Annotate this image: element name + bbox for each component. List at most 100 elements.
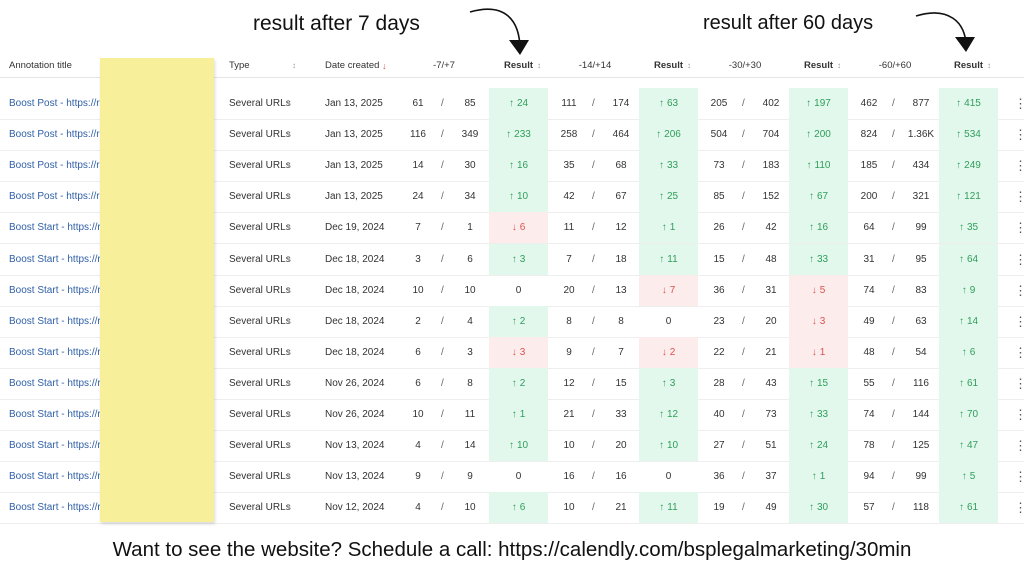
result-value: 197 (814, 98, 831, 109)
result-cell: ↑ 3 (489, 243, 548, 275)
before-value: 49 (863, 315, 875, 327)
header-cell[interactable]: Date created (325, 60, 380, 71)
header-cell[interactable]: -60/+60 (878, 60, 912, 71)
table-row: 0 10/10 ↓ 7 20/13 ↓ 5 36/31 ↑ 9 74/83 Boost Start -… (0, 274, 1024, 307)
before-value: 4 (415, 440, 421, 452)
row-menu[interactable]: ⋮ (1014, 469, 1024, 485)
result-value: 0 (515, 284, 522, 296)
result-value: 25 (666, 191, 679, 203)
header-cell[interactable]: -30/+30 (728, 60, 762, 71)
header-cell[interactable]: Result (953, 60, 984, 71)
sort-icon: ↕ (687, 61, 691, 70)
row-menu[interactable]: ⋮ (1014, 438, 1024, 454)
separator: / (892, 222, 895, 234)
result-value: 3 (669, 377, 676, 389)
annotation-title[interactable]: Boost Start - https://r (9, 346, 101, 358)
result-value: 6 (519, 222, 526, 234)
type-icon: ◐ (287, 346, 293, 357)
date: Dec 18, 2024 (325, 346, 385, 358)
row-menu[interactable]: ⋮ (1014, 344, 1024, 360)
header-cell[interactable]: Result (653, 60, 684, 71)
row-menu[interactable]: ⋮ (1014, 282, 1024, 298)
before-value: 24 (412, 191, 424, 203)
result-cell: ↑ 9 (939, 274, 998, 306)
result-value: 35 (966, 222, 979, 234)
annotation-title[interactable]: Boost Post - https://r (9, 98, 100, 109)
result-cell: 0 (489, 275, 548, 306)
row-menu[interactable]: ⋮ (1014, 375, 1024, 391)
before-value: 824 (860, 129, 878, 141)
separator: / (592, 502, 595, 514)
result-cell: ↑ 10 (639, 430, 698, 462)
date: Dec 19, 2024 (325, 222, 385, 234)
annotation-title[interactable]: Boost Start - https://r (9, 284, 101, 296)
separator: / (892, 409, 895, 420)
result-arrow: ↑ (506, 129, 512, 141)
type-icon: ◐ (287, 98, 293, 108)
result-value: 5 (819, 284, 826, 296)
header-cell[interactable]: -7/+7 (433, 60, 455, 71)
result-arrow: ↑ (956, 191, 962, 203)
result-cell: ↑ 1 (789, 461, 848, 493)
before-value: 22 (713, 346, 725, 358)
annotation-title[interactable]: Boost Start - https://rd (9, 440, 107, 452)
header-cell[interactable]: Type (229, 60, 250, 71)
before-value: 116 (410, 129, 426, 141)
result-arrow: ↑ (661, 377, 667, 389)
date: Dec 18, 2024 (325, 284, 385, 296)
header-cell[interactable]: Result (803, 60, 834, 71)
result-arrow: ↓ (511, 222, 517, 234)
annotation-title[interactable]: Boost Start - https://rd (9, 502, 107, 514)
row-menu[interactable]: ⋮ (1014, 407, 1024, 422)
result-cell: ↑ 15 (789, 367, 848, 399)
after-value: 20 (615, 440, 627, 452)
row-menu[interactable]: ⋮ (1014, 96, 1024, 111)
header-cell[interactable]: -14/+14 (578, 60, 612, 71)
after-value: 14 (464, 440, 476, 452)
annotation-title[interactable]: Boost Start - https://r (9, 315, 101, 327)
result-arrow: ↑ (958, 222, 964, 234)
result-value: 110 (814, 160, 831, 172)
result-arrow: ↑ (961, 284, 967, 296)
annotation-title[interactable]: Boost Start - https://r (9, 377, 101, 389)
table-row: ↑ 1 10/11 ↑ 12 21/33 ↑ 33 40/73 ↑ 70 74/144 Boost St… (0, 399, 1024, 431)
result-cell: ↑ 12 (639, 399, 698, 430)
after-value: 402 (762, 98, 780, 109)
result-value: 70 (966, 409, 979, 420)
before-value: 94 (863, 471, 875, 483)
result-value: 233 (514, 129, 531, 141)
annotation-title[interactable]: Boost Post - https://r (9, 191, 100, 203)
row-menu[interactable]: ⋮ (1014, 251, 1024, 267)
result-value: 16 (816, 222, 829, 234)
result-value: 10 (516, 191, 529, 203)
result-value: 7 (669, 284, 676, 296)
annotation-title[interactable]: Boost Start - https://rd (9, 471, 107, 483)
annotation-title[interactable]: Boost Post - https://r (9, 129, 100, 141)
separator: / (441, 191, 444, 203)
annotation-title[interactable]: Boost Start - https://r (9, 253, 101, 265)
result-cell: ↑ 14 (939, 305, 998, 337)
before-value: 85 (713, 191, 725, 203)
result-cell: ↑ 16 (489, 150, 548, 182)
row-menu[interactable]: ⋮ (1014, 189, 1024, 205)
row-menu[interactable]: ⋮ (1014, 500, 1024, 516)
result-cell: ↑ 33 (789, 243, 848, 275)
result-arrow: ↑ (811, 471, 817, 483)
header-cell[interactable]: Annotation title (9, 60, 72, 71)
row-menu[interactable]: ⋮ (1014, 220, 1024, 236)
annotation-title[interactable]: Boost Post - https://r (9, 160, 100, 172)
result-arrow: ↑ (511, 409, 517, 420)
header-cell[interactable]: Result (503, 60, 534, 71)
row-menu[interactable]: ⋮ (1014, 127, 1024, 143)
annotation-title[interactable]: Boost Start - https://r (9, 409, 101, 420)
row-menu[interactable]: ⋮ (1014, 313, 1024, 329)
separator: / (592, 377, 595, 389)
annotation-title[interactable]: Boost Start - https://r (9, 222, 101, 234)
result-cell: ↑ 121 (939, 181, 998, 213)
separator: / (742, 253, 745, 265)
after-value: 43 (765, 377, 777, 389)
row-menu[interactable]: ⋮ (1014, 158, 1024, 174)
after-value: 9 (467, 471, 473, 483)
after-value: 99 (915, 222, 927, 234)
